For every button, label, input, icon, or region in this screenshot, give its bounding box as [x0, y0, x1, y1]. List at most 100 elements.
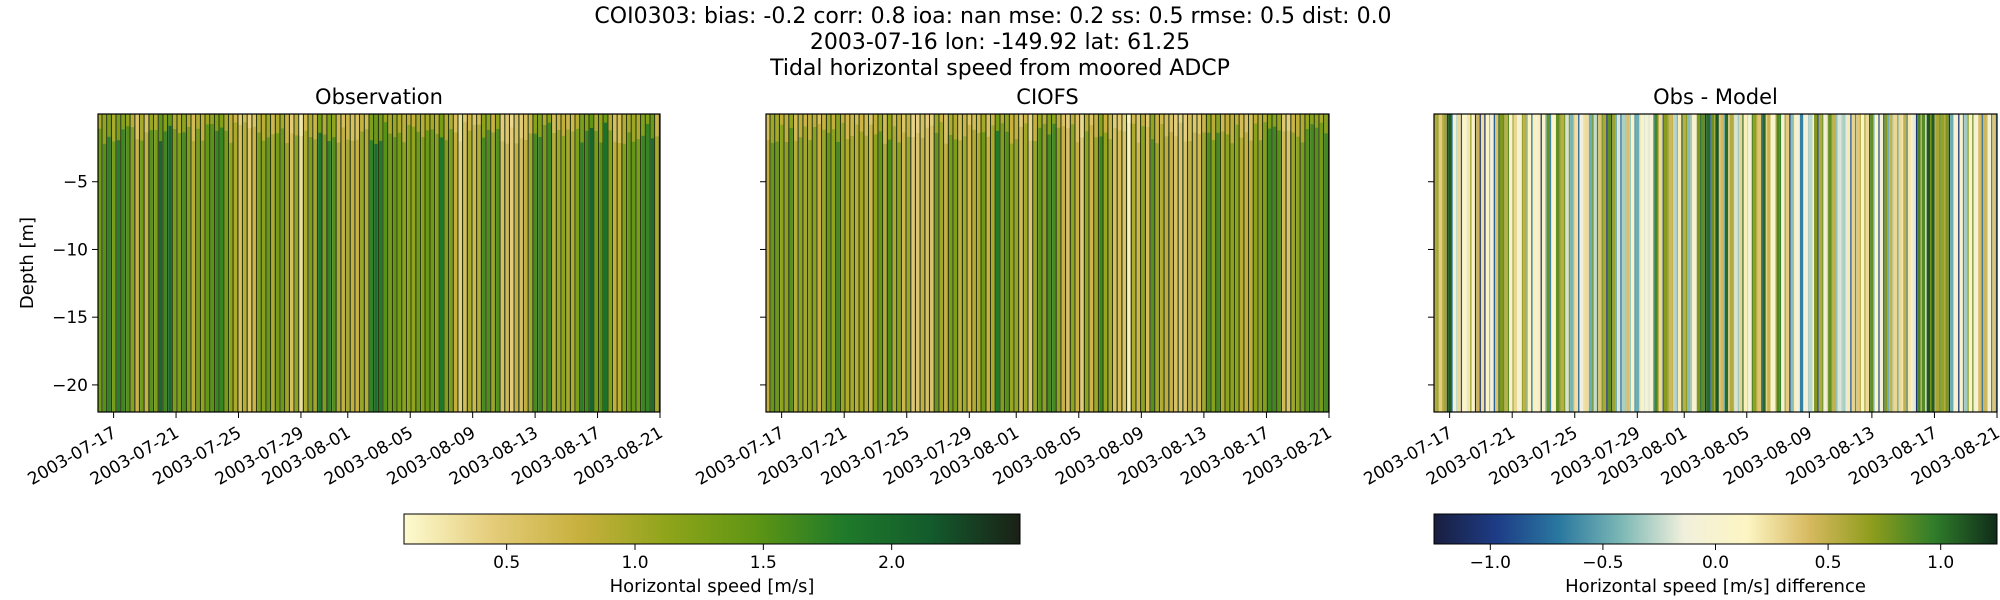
heatmap-strip-edge [1299, 114, 1301, 412]
heatmap-strip-edge [839, 114, 842, 412]
heatmap-strip-edge [1219, 114, 1222, 412]
heatmap-strip-edge [1182, 114, 1184, 412]
heatmap-strip-top [650, 114, 654, 139]
heatmap-strip-top [116, 114, 121, 141]
heatmap-strip [1710, 114, 1715, 412]
heatmap-strip [285, 114, 289, 412]
heatmap-strip-top [636, 114, 640, 140]
heatmap-strip [1268, 114, 1272, 412]
heatmap-strip-edge [358, 114, 361, 412]
heatmap-strip [1263, 114, 1267, 412]
heatmap-strip-edge [881, 114, 884, 412]
heatmap-strip-top [963, 114, 967, 137]
heatmap-strip [1767, 114, 1771, 412]
heatmap-strip-top [439, 114, 444, 138]
heatmap-strip-top [627, 114, 631, 133]
heatmap-strip-edge [429, 114, 431, 412]
heatmap-strip [1795, 114, 1799, 412]
heatmap-strip-edge [583, 114, 586, 412]
heatmap-strip-top [285, 114, 289, 143]
heatmap-strip-edge [326, 114, 328, 412]
heatmap-strip-edge [1986, 114, 1988, 412]
heatmap-strip-edge [1859, 114, 1861, 412]
heatmap-strip [1968, 114, 1973, 412]
y-tick-label: −15 [52, 308, 88, 328]
heatmap-strip [510, 114, 514, 412]
heatmap-strip-top [304, 114, 308, 131]
colorbar-gradient [403, 513, 1021, 545]
heatmap-strip-top [1282, 114, 1286, 132]
heatmap-strip-top [622, 114, 626, 144]
heatmap-strip [566, 114, 570, 412]
heatmap-strip-top [528, 114, 533, 134]
heatmap-strip-top [538, 114, 542, 137]
heatmap-strip-top [1211, 114, 1216, 141]
heatmap-strip-top [986, 114, 990, 137]
heatmap-strip [1127, 114, 1131, 412]
heatmap-strip [1668, 114, 1672, 412]
heatmap-strip-edge [536, 114, 539, 412]
heatmap-strip-edge [466, 114, 468, 412]
heatmap-strip [1319, 114, 1323, 412]
heatmap-strip-edge [237, 114, 239, 412]
heatmap-strip-edge [1027, 114, 1029, 412]
heatmap-strip-top [841, 114, 845, 123]
heatmap-strip [1300, 114, 1305, 412]
heatmap-cells [1434, 114, 1997, 412]
heatmap-strip-top [873, 114, 878, 135]
heatmap-strip [878, 114, 882, 412]
heatmap-strip [210, 114, 214, 412]
heatmap-strip [1781, 114, 1785, 412]
heatmap-strip [1917, 114, 1921, 412]
heatmap-strip-edge [213, 114, 216, 412]
heatmap-strip [1982, 114, 1987, 412]
heatmap-strip-top [201, 114, 205, 141]
heatmap-strip [1476, 114, 1480, 412]
heatmap-strip [261, 114, 266, 412]
heatmap-strip [1009, 114, 1014, 412]
heatmap-strip [1973, 114, 1977, 412]
heatmap-strip [1286, 114, 1291, 412]
heatmap-strip-top [1089, 114, 1094, 125]
heatmap-strip-edge [204, 114, 206, 412]
heatmap-strip-edge [774, 114, 776, 412]
heatmap-strip [1945, 114, 1949, 412]
heatmap-strip [958, 114, 962, 412]
heatmap-strip-edge [1751, 114, 1754, 412]
heatmap-strip-edge [886, 114, 888, 412]
heatmap-strip-top [916, 114, 920, 134]
heatmap-strip-edge [639, 114, 642, 412]
heatmap-strip-edge [340, 114, 342, 412]
y-tick-label: −20 [52, 376, 88, 396]
heatmap-strip-edge [593, 114, 595, 412]
heatmap-strip-edge [1446, 114, 1449, 412]
heatmap-strip [1019, 114, 1023, 412]
heatmap-strip-edge [1784, 114, 1786, 412]
heatmap-strip [1221, 114, 1225, 412]
heatmap-strip [599, 114, 603, 412]
heatmap-strip-edge [1723, 114, 1725, 412]
heatmap-strip-edge [1606, 114, 1608, 412]
heatmap-strip-edge [849, 114, 851, 412]
heatmap-strip-edge [1191, 114, 1193, 412]
heatmap-strip-edge [115, 114, 117, 412]
heatmap-strip [280, 114, 285, 412]
heatmap-strip [1211, 114, 1216, 412]
panel-title: Obs - Model [1653, 85, 1778, 109]
heatmap-strip-edge [321, 114, 323, 412]
heatmap-strip-edge [1789, 114, 1791, 412]
heatmap-strip-edge [1648, 114, 1650, 412]
heatmap-strip [1499, 114, 1504, 412]
heatmap-strip-edge [802, 114, 804, 412]
heatmap-strip [1555, 114, 1560, 412]
heatmap-strip-edge [166, 114, 169, 412]
heatmap-strip-top [1263, 114, 1267, 123]
heatmap-strip-top [322, 114, 327, 135]
heatmap-strip-edge [1093, 114, 1095, 412]
heatmap-strip [186, 114, 191, 412]
heatmap-strip [1188, 114, 1192, 412]
heatmap-strip-edge [1097, 114, 1100, 412]
heatmap-strip [1253, 114, 1258, 412]
heatmap-strip [789, 114, 793, 412]
heatmap-strip-edge [1958, 114, 1960, 412]
